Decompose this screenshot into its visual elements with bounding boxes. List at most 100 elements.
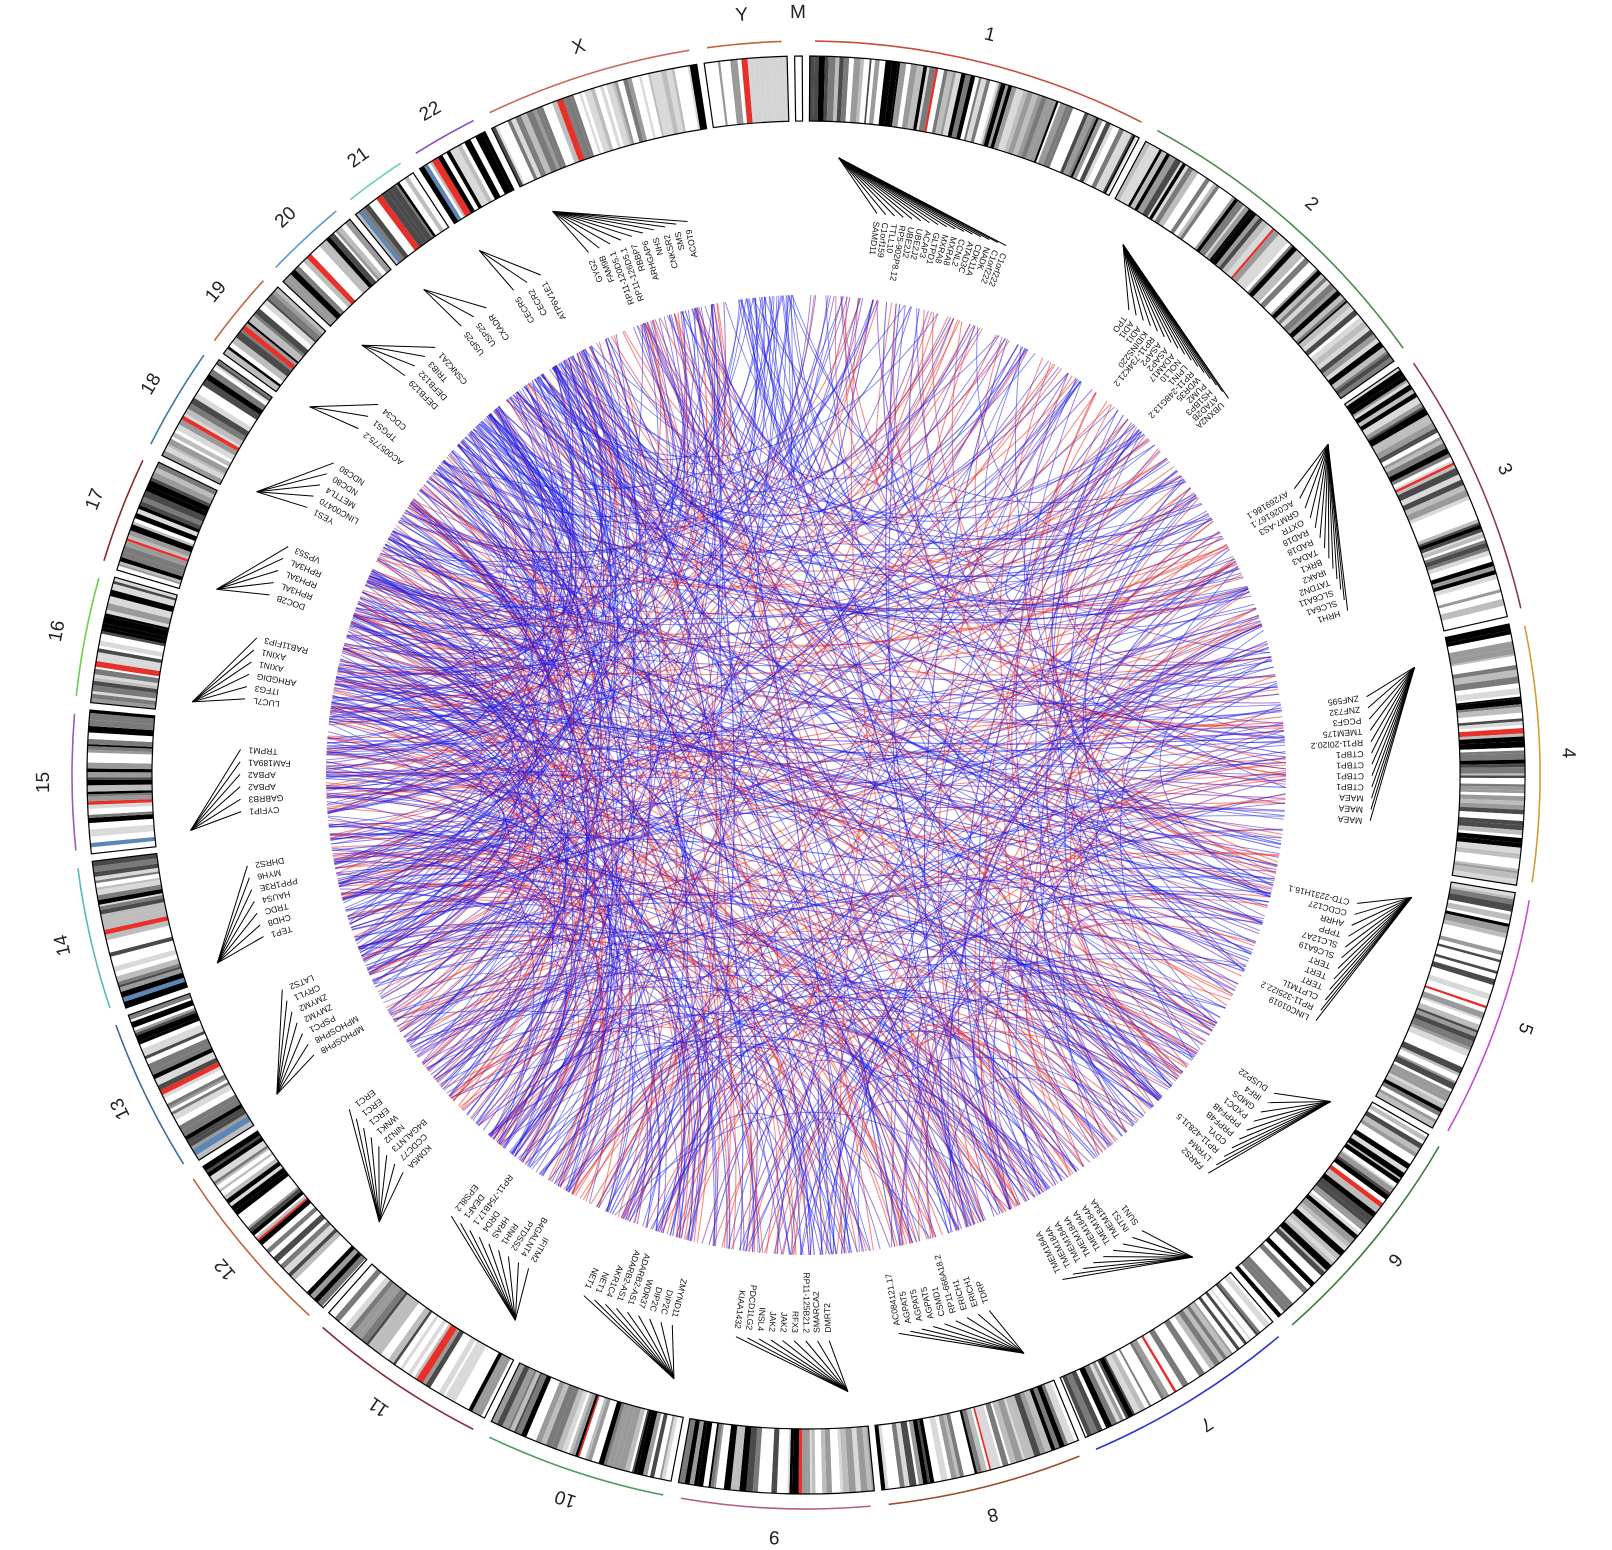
chromosome-band: [1289, 1212, 1341, 1260]
chromosome-band: [1419, 998, 1482, 1026]
chromosome-band: [1063, 113, 1095, 176]
interaction-link: [817, 1076, 832, 1255]
chromosome-arc-17: [103, 459, 144, 562]
chromosome-band: [476, 1356, 511, 1417]
chromosome-band: [739, 1426, 752, 1492]
chromosome-band: [684, 65, 699, 131]
interaction-link: [448, 365, 616, 1097]
chromosome-band: [829, 1428, 834, 1494]
chromosome-band: [1421, 991, 1485, 1019]
chromosome-band: [1215, 1283, 1259, 1336]
chromosome-band: [495, 125, 526, 186]
chromosome-band: [170, 1081, 230, 1115]
chromosome-band: [118, 966, 182, 988]
chromosome-band: [631, 1409, 650, 1474]
chromosome-band: [1368, 408, 1429, 448]
gene-connector: [838, 157, 887, 215]
chromosome-band: [1072, 118, 1104, 180]
chromosome-band: [618, 1406, 642, 1471]
interaction-link: [331, 702, 1250, 960]
chromosome-band: [1424, 985, 1487, 1009]
chromosome-band: [564, 95, 592, 159]
chromosome-16: [90, 576, 178, 710]
interaction-link: [781, 295, 1285, 744]
chromosome-band: [1099, 1357, 1134, 1418]
chromosome-band: [1455, 694, 1521, 704]
chromosome-band: [127, 534, 190, 560]
chromosome-band: [132, 521, 194, 547]
chromosome-band: [1313, 1184, 1367, 1229]
chromosome-band: [1334, 351, 1389, 392]
interaction-link: [737, 299, 1081, 526]
chromosome-band: [390, 184, 433, 242]
interaction-link: [330, 323, 971, 713]
chromosome-band: [787, 1428, 791, 1494]
gene-connector: [190, 749, 242, 831]
interaction-link: [326, 784, 718, 1247]
interaction-link: [529, 296, 766, 461]
chromosome-band: [181, 415, 240, 452]
gene-connector: [1231, 1101, 1331, 1149]
chromosome-band: [1458, 816, 1524, 826]
gene-connector: [190, 811, 242, 831]
chromosome-band: [171, 431, 232, 467]
chromosome-band: [814, 1428, 823, 1494]
gene-connector: [1062, 1256, 1193, 1281]
chromosome-band: [1086, 125, 1120, 187]
interaction-link: [329, 834, 593, 1188]
interaction-link: [479, 413, 596, 541]
gene-connector: [1329, 897, 1413, 990]
chromosome-band: [496, 1365, 530, 1427]
chromosome-band: [1209, 208, 1251, 262]
chromosome-band: [1383, 1078, 1443, 1113]
chromosome-band: [134, 1007, 196, 1034]
gene-connector: [309, 406, 369, 417]
chromosome-band: [464, 139, 501, 200]
chromosome-band: [1404, 484, 1467, 516]
interaction-link: [326, 425, 565, 761]
chromosome-band: [1238, 1263, 1285, 1315]
chromosome-band: [123, 981, 188, 1009]
gene-connector: [423, 289, 462, 327]
gene-connector: [216, 877, 250, 964]
chromosome-band: [591, 1399, 614, 1463]
chromosome-band: [631, 75, 654, 141]
chromosome-band: [1328, 1164, 1384, 1208]
chromosome-band: [90, 836, 156, 848]
gene-connector: [1072, 1256, 1193, 1275]
chromosome-band: [358, 209, 402, 264]
interaction-link: [326, 335, 1000, 792]
gene-connector: [190, 798, 241, 831]
chromosome-band: [408, 172, 449, 231]
chromosome-band: [1457, 832, 1523, 844]
chromosome-band: [87, 802, 153, 809]
chromosome-band: [889, 61, 901, 127]
chromosome-band: [151, 471, 214, 505]
gene-connector: [192, 649, 255, 703]
gene-label: MAEA: [1338, 803, 1363, 814]
chromosome-band: [136, 508, 199, 537]
chromosome-band: [1385, 1074, 1446, 1109]
chromosome-band: [762, 1427, 770, 1493]
gene-connector: [276, 1011, 293, 1095]
interaction-link: [326, 601, 514, 749]
chromosome-band: [141, 496, 204, 526]
chromosome-band: [1060, 1376, 1088, 1438]
chromosome-band: [973, 80, 997, 145]
chromosome-band: [997, 87, 1019, 151]
chromosome-band: [319, 242, 367, 294]
chromosome-band: [1175, 181, 1214, 237]
interaction-link: [353, 323, 659, 630]
chromosome-band: [1459, 798, 1525, 806]
chromosome-band: [1004, 89, 1028, 153]
interaction-link: [354, 603, 1255, 667]
interaction-link: [503, 307, 722, 1149]
chromosome-band: [1062, 1375, 1092, 1437]
chromosome-band: [612, 1404, 636, 1470]
chromosome-band: [302, 1242, 352, 1293]
gene-connector: [838, 157, 904, 218]
chromosome-band: [1178, 1309, 1220, 1367]
chromosome-band: [471, 1354, 506, 1414]
chromosome-band: [855, 58, 865, 124]
chromosome-band: [446, 150, 483, 209]
